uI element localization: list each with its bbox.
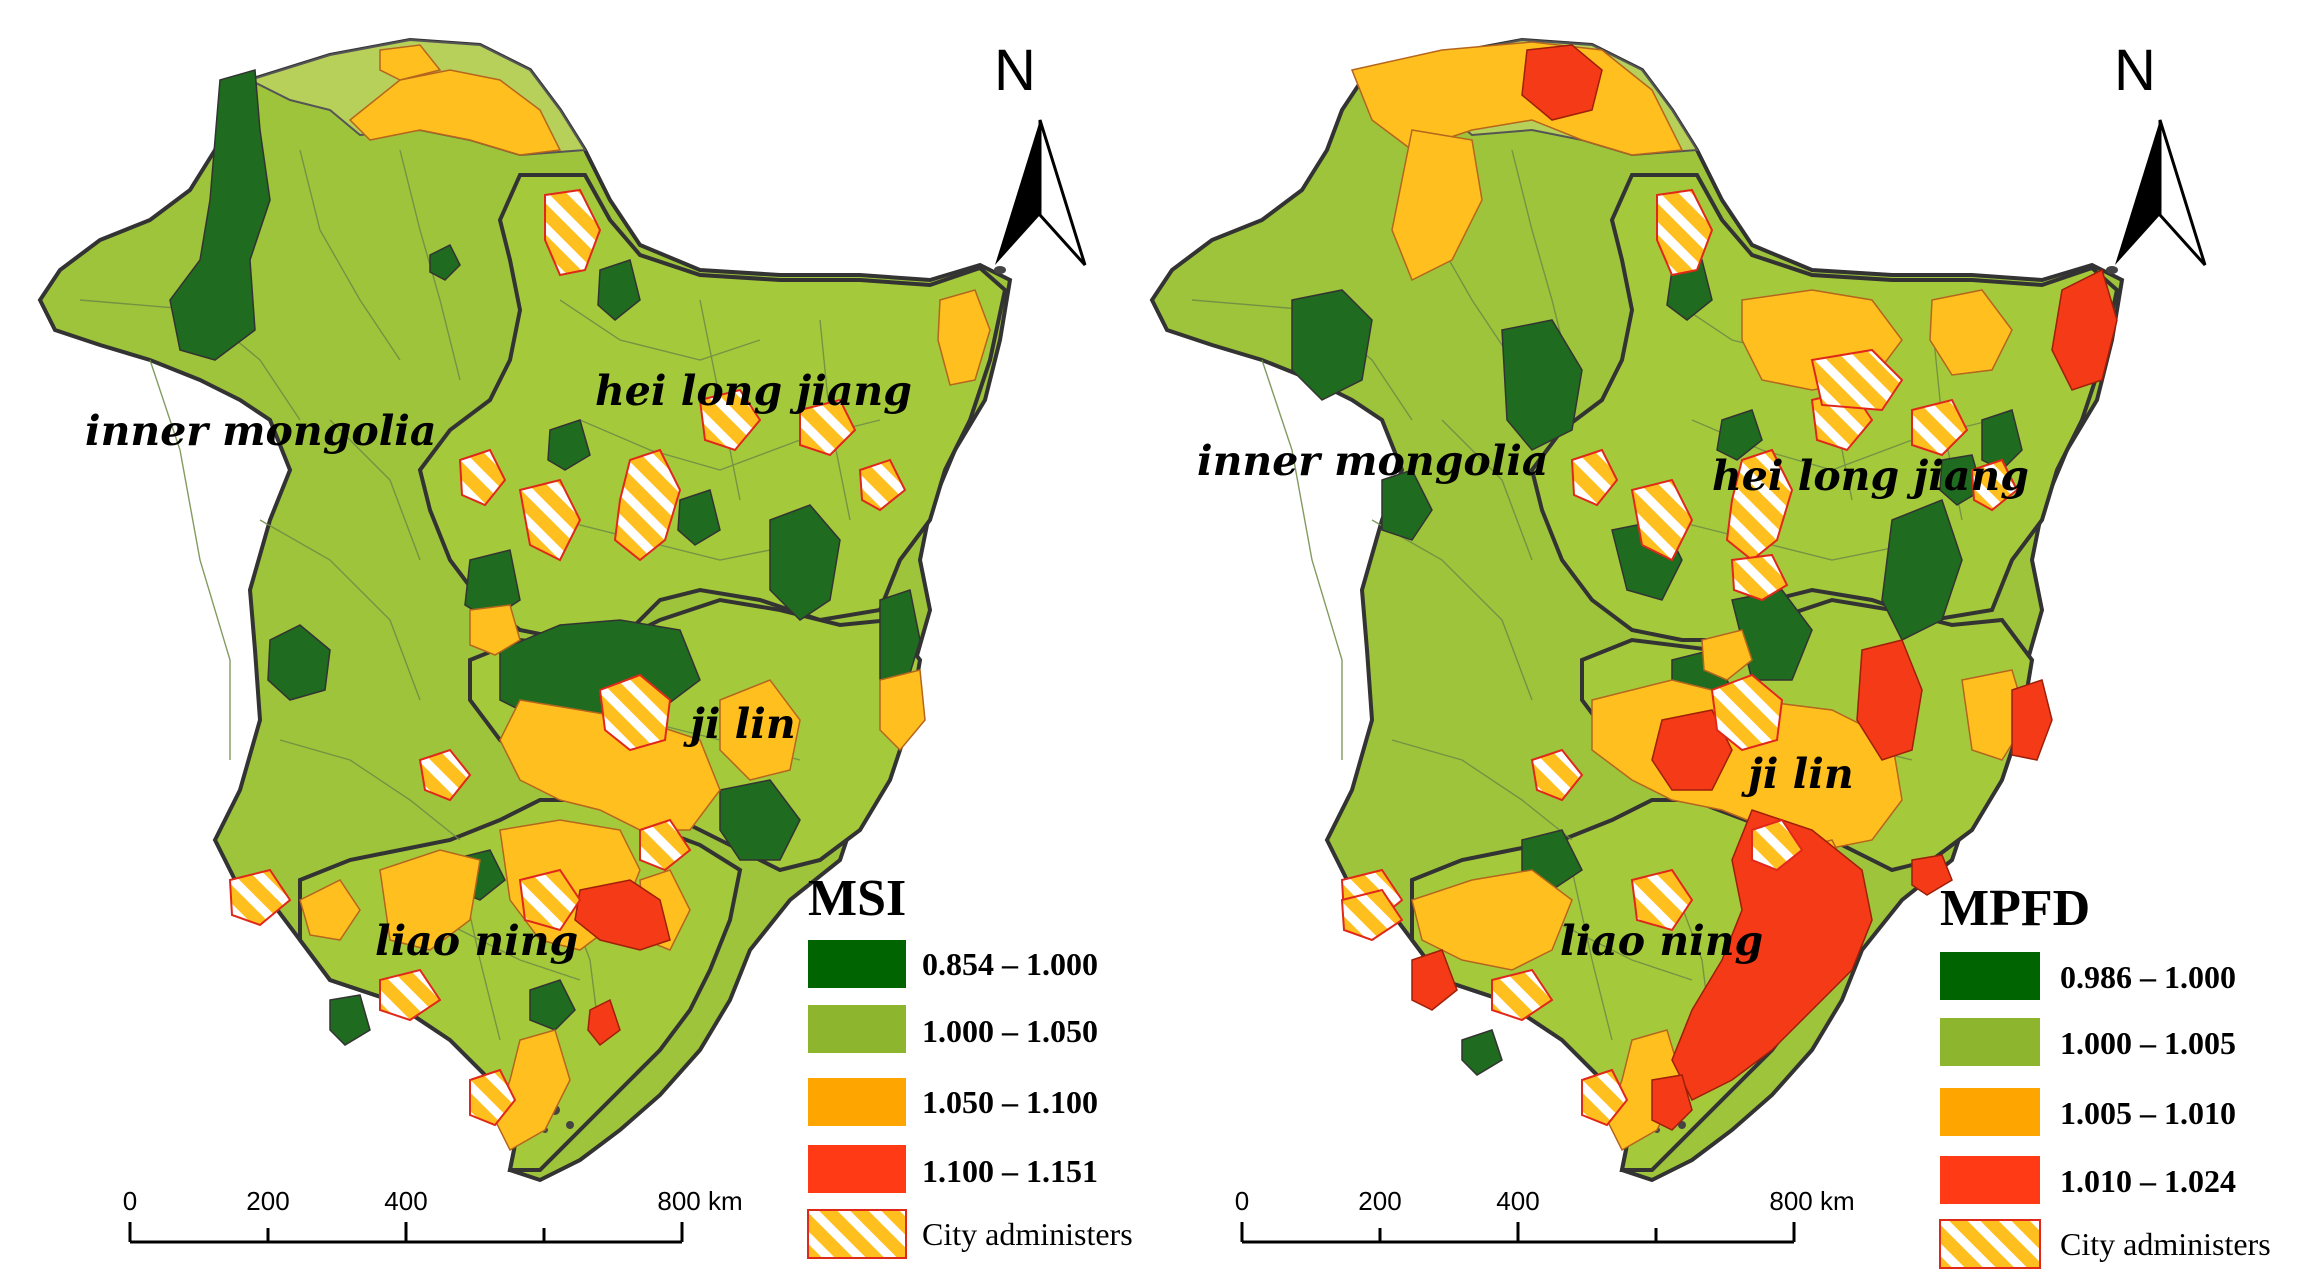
north-arrow: N — [2114, 38, 2207, 267]
class-4-patches — [1411, 44, 2118, 1131]
north-label: N — [2114, 38, 2156, 103]
legend-swatch-4 — [808, 1145, 906, 1193]
map-panel-mpfd: inner mongolia hei long jiang ji lin lia… — [1150, 38, 2271, 1269]
legend-swatch-2 — [808, 1005, 906, 1053]
region-label-liao-ning: liao ning — [1560, 917, 1763, 965]
region-label-inner-mongolia: inner mongolia — [1197, 437, 1548, 485]
legend-title: MPFD — [1940, 880, 2090, 937]
legend-range-3: 1.050 – 1.100 — [922, 1084, 1098, 1120]
region-label-hei-long-jiang: hei long jiang — [595, 367, 912, 415]
legend-range-2: 1.000 – 1.050 — [922, 1013, 1098, 1049]
legend: MSI 0.854 – 1.000 1.000 – 1.050 1.050 – … — [807, 870, 1133, 1259]
scale-tick-800: 800 km — [657, 1186, 742, 1216]
legend-swatch-1 — [808, 940, 906, 988]
legend-swatch-2 — [1940, 1018, 2040, 1066]
scale-bar: 0 200 400 800 km — [1235, 1186, 1855, 1244]
legend-city-label: City administers — [922, 1216, 1133, 1252]
legend-swatch-city — [1939, 1219, 2041, 1269]
legend-range-1: 0.854 – 1.000 — [922, 946, 1098, 982]
class-4-patches — [574, 879, 671, 1047]
scale-bar: 0 200 400 800 km — [123, 1186, 743, 1244]
scale-tick-0: 0 — [123, 1186, 137, 1216]
legend-swatch-3 — [808, 1078, 906, 1126]
region-label-ji-lin: ji lin — [683, 700, 796, 748]
region-label-liao-ning: liao ning — [375, 917, 578, 965]
scale-tick-800: 800 km — [1769, 1186, 1854, 1216]
legend-range-1: 0.986 – 1.000 — [2060, 959, 2236, 995]
legend-swatch-city — [807, 1209, 907, 1259]
north-label: N — [994, 38, 1036, 103]
region-label-ji-lin: ji lin — [1741, 750, 1854, 798]
scale-tick-400: 400 — [1496, 1186, 1539, 1216]
region-label-inner-mongolia: inner mongolia — [85, 407, 436, 455]
region-label-hei-long-jiang: hei long jiang — [1712, 452, 2029, 500]
scale-tick-200: 200 — [246, 1186, 289, 1216]
map-panel-msi: inner mongolia hei long jiang ji lin lia… — [38, 38, 1133, 1259]
legend-range-4: 1.010 – 1.024 — [2060, 1163, 2236, 1199]
scale-tick-0: 0 — [1235, 1186, 1249, 1216]
legend-swatch-3 — [1940, 1088, 2040, 1136]
class-1-patches — [169, 69, 921, 1046]
legend: MPFD 0.986 – 1.000 1.000 – 1.005 1.005 –… — [1939, 880, 2271, 1269]
legend-swatch-4 — [1940, 1156, 2040, 1204]
scale-tick-400: 400 — [384, 1186, 427, 1216]
north-arrow: N — [994, 38, 1087, 267]
legend-title: MSI — [808, 870, 906, 927]
legend-city-label: City administers — [2060, 1226, 2271, 1262]
legend-range-2: 1.000 – 1.005 — [2060, 1025, 2236, 1061]
legend-range-3: 1.005 – 1.010 — [2060, 1095, 2236, 1131]
scale-tick-200: 200 — [1358, 1186, 1401, 1216]
legend-swatch-1 — [1940, 952, 2040, 1000]
legend-range-4: 1.100 – 1.151 — [922, 1153, 1098, 1189]
